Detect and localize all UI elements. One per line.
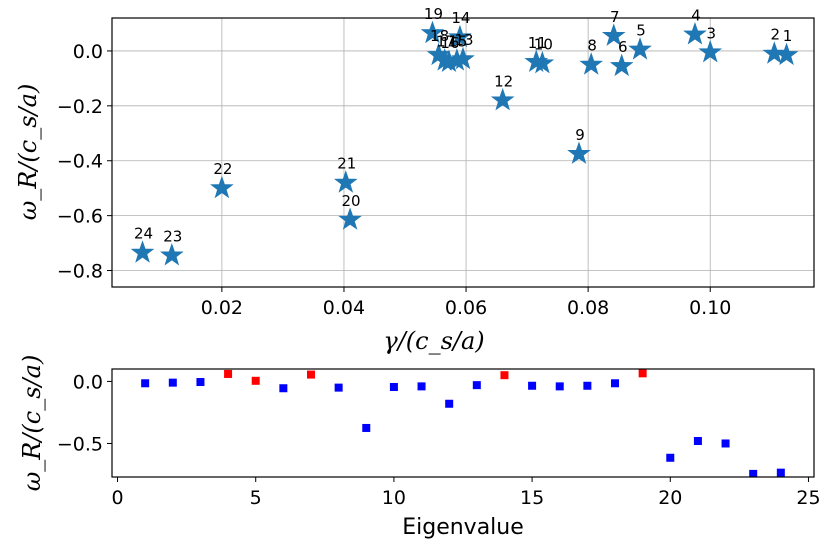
point-label-12: 12 xyxy=(494,72,513,90)
top-star-points xyxy=(130,20,799,266)
top-x-tick-label: 0.06 xyxy=(445,297,487,319)
star-point-7 xyxy=(601,23,626,46)
top-axes-frame xyxy=(111,17,815,288)
top-y-tick-label: −0.8 xyxy=(57,261,103,283)
top-x-axis-label: γ/(c_s/a) xyxy=(383,327,484,355)
bottom-tick-marks xyxy=(107,380,809,482)
top-y-tick-label: 0.0 xyxy=(73,41,103,63)
point-label-18: 18 xyxy=(430,27,449,45)
point-label-23: 23 xyxy=(163,227,182,245)
eigenvalue-square-13 xyxy=(472,381,481,390)
bottom-x-tick-label: 0 xyxy=(111,487,123,509)
point-label-19: 19 xyxy=(424,5,443,23)
star-point-4 xyxy=(683,22,707,45)
eigenvalue-square-20 xyxy=(666,453,675,462)
star-point-6 xyxy=(609,53,634,77)
eigenvalue-square-16 xyxy=(555,382,564,391)
point-label-2: 2 xyxy=(771,26,781,44)
eigenvalue-square-23 xyxy=(749,469,758,477)
eigenvalue-square-14 xyxy=(500,371,509,380)
star-point-22 xyxy=(210,175,234,199)
bottom-square-points xyxy=(141,369,785,477)
eigenvalue-square-19 xyxy=(638,369,647,378)
top-tick-marks xyxy=(107,50,711,292)
star-point-2 xyxy=(762,41,787,64)
bottom-x-tick-label: 25 xyxy=(796,487,820,509)
point-label-13: 13 xyxy=(454,31,473,49)
eigenvalue-square-9 xyxy=(362,423,371,432)
top-scatter-axes: 0.02 0.04 0.06 0.08 0.10−0.8−0.6−0.4−0.20.0 … xyxy=(57,5,815,319)
bottom-x-axis-label: Eigenvalue xyxy=(402,515,524,540)
star-point-14 xyxy=(448,24,472,48)
star-point-9 xyxy=(567,141,591,164)
star-point-11 xyxy=(524,49,549,72)
point-label-11: 11 xyxy=(528,34,547,52)
point-label-6: 6 xyxy=(618,38,628,56)
eigenvalue-square-12 xyxy=(445,399,454,408)
bottom-y-tick-label: 0.0 xyxy=(73,371,103,393)
bottom-x-tick-label: 10 xyxy=(382,487,406,509)
top-y-tick-label: −0.4 xyxy=(57,151,103,173)
eigenvalue-square-5 xyxy=(251,376,260,385)
eigenvalue-square-4 xyxy=(224,369,233,378)
point-label-24: 24 xyxy=(134,225,153,243)
eigenvalue-square-6 xyxy=(279,384,288,393)
point-label-5: 5 xyxy=(636,22,646,40)
eigenvalue-square-22 xyxy=(721,439,730,448)
bottom-axes-frame xyxy=(111,368,815,478)
bottom-x-tick-label: 15 xyxy=(520,487,544,509)
top-y-axis-label: ω_R/(c_s/a) xyxy=(14,84,42,221)
point-label-9: 9 xyxy=(575,126,585,144)
top-x-tick-label: 0.04 xyxy=(323,297,365,319)
eigenvalue-square-24 xyxy=(776,468,785,477)
top-tick-labels: 0.02 0.04 0.06 0.08 0.10 −0.8 −0.6 −0.4 −0.2 0.0 xyxy=(57,41,732,319)
point-label-21: 21 xyxy=(337,155,356,173)
top-x-tick-label: 0.10 xyxy=(689,297,731,319)
eigenvalue-square-7 xyxy=(306,370,315,379)
star-point-18 xyxy=(426,42,451,66)
eigenvalue-square-2 xyxy=(168,378,177,387)
eigenvalue-square-3 xyxy=(196,378,205,387)
star-point-23 xyxy=(160,243,184,266)
star-point-12 xyxy=(490,87,515,111)
top-x-tick-label: 0.02 xyxy=(201,297,243,319)
point-label-16: 16 xyxy=(440,34,459,52)
top-y-tick-label: −0.6 xyxy=(57,206,103,228)
star-point-19 xyxy=(420,20,445,44)
eigenvalue-square-11 xyxy=(417,382,426,391)
point-label-22: 22 xyxy=(213,160,232,178)
top-y-tick-label: −0.2 xyxy=(57,96,103,118)
point-label-7: 7 xyxy=(610,8,620,26)
eigenvalue-square-21 xyxy=(693,437,702,445)
bottom-tick-labels: 0 5 10 15 20 25 −0.5 0.0 xyxy=(57,371,821,509)
bottom-y-axis-label: ω_R/(c_s/a) xyxy=(18,355,46,492)
point-label-1: 1 xyxy=(783,27,793,45)
bottom-y-tick-label: −0.5 xyxy=(57,433,103,455)
star-point-5 xyxy=(628,37,652,60)
point-label-15: 15 xyxy=(448,33,467,51)
top-x-tick-label: 0.08 xyxy=(567,297,609,319)
point-label-8: 8 xyxy=(587,37,597,55)
bottom-x-tick-label: 20 xyxy=(658,487,682,509)
bottom-x-tick-label: 5 xyxy=(250,487,262,509)
star-point-21 xyxy=(333,170,358,193)
eigenvalue-square-10 xyxy=(389,383,398,391)
eigenvalue-square-8 xyxy=(334,383,343,392)
point-label-4: 4 xyxy=(691,6,701,24)
point-label-10: 10 xyxy=(534,35,553,53)
point-label-20: 20 xyxy=(342,192,361,210)
eigenvalue-square-15 xyxy=(528,381,537,390)
point-label-3: 3 xyxy=(706,24,716,42)
star-point-20 xyxy=(338,207,362,230)
eigenvalue-square-1 xyxy=(141,379,150,388)
point-label-17: 17 xyxy=(436,33,455,51)
star-point-3 xyxy=(698,39,723,63)
star-point-24 xyxy=(130,240,155,263)
bottom-eigenvalue-axes: 0 5 10 15 20 25 −0.5 0.0 xyxy=(57,368,821,509)
eigenvalue-square-18 xyxy=(611,379,620,388)
star-point-8 xyxy=(579,52,603,75)
eigenvalue-square-17 xyxy=(583,381,592,390)
